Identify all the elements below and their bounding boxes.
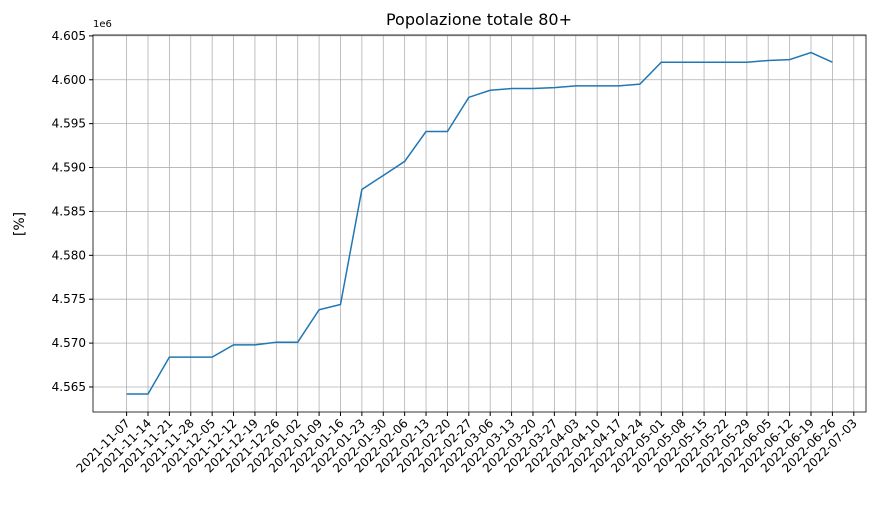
y-tick-label: 4.580: [52, 248, 86, 262]
y-tick-label: 4.605: [52, 29, 86, 43]
y-offset-label: 1e6: [93, 19, 112, 30]
data-line: [126, 51, 833, 395]
y-tick-label: 4.565: [52, 380, 86, 394]
y-axis-label: [%]: [12, 212, 28, 236]
plot-frame: [92, 34, 867, 413]
y-tick-label: 4.585: [52, 204, 86, 218]
y-tick-label: 4.570: [52, 336, 86, 350]
y-tick-label: 4.600: [52, 73, 86, 87]
y-tick-label: 4.595: [52, 117, 86, 131]
chart-title: Popolazione totale 80+: [386, 10, 572, 29]
y-tick-label: 4.590: [52, 161, 86, 175]
y-tick-label: 4.575: [52, 292, 86, 306]
